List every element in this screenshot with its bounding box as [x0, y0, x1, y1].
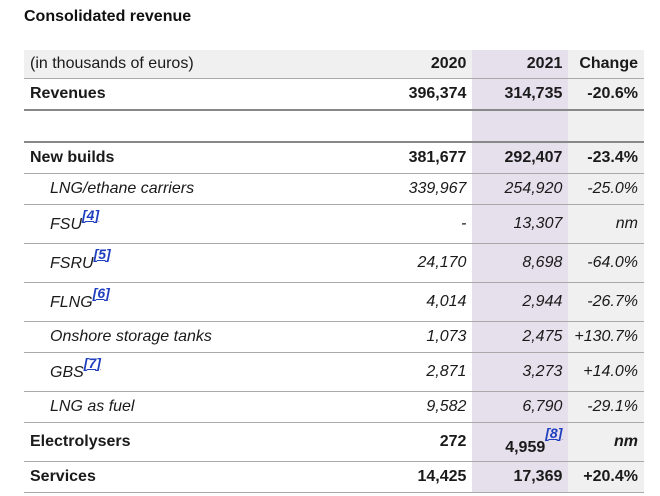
row-label: Revenues	[24, 78, 354, 111]
value-2020: 2,871	[353, 352, 473, 392]
table-row-flng: FLNG[6] 4,014 2,944 -26.7%	[24, 282, 644, 322]
row-label	[24, 110, 354, 143]
value-change: +14.0%	[568, 352, 644, 392]
table-row-fsu: FSU[4] - 13,307 nm	[24, 204, 644, 244]
row-label: Electrolysers	[24, 422, 354, 462]
value-2020: 24,170	[353, 243, 473, 283]
row-label: FLNG	[50, 293, 93, 311]
footnote-link[interactable]: [5]	[93, 245, 111, 262]
row-label: LNG/ethane carriers	[24, 173, 354, 205]
value-2020: 381,677	[353, 142, 473, 174]
row-label: FSU	[50, 215, 82, 233]
footnote-link[interactable]: [4]	[82, 206, 100, 223]
table-row-blank	[24, 110, 644, 143]
value-change: nm	[568, 422, 644, 462]
value-change: -23.4%	[568, 142, 644, 174]
row-label: LNG as fuel	[24, 391, 354, 423]
value-change: +130.7%	[568, 321, 644, 353]
value-2020	[353, 110, 473, 143]
value-2021	[472, 110, 569, 143]
table-row-services: Services 14,425 17,369 +20.4%	[24, 461, 644, 493]
value-2021: 8,698	[472, 243, 569, 283]
value-2020: -	[353, 204, 473, 244]
table-row-onshore-storage: Onshore storage tanks 1,073 2,475 +130.7…	[24, 321, 644, 353]
value-2021: 2,475	[472, 321, 569, 353]
value-2021: 6,790	[472, 391, 569, 423]
footnote-link[interactable]: [8]	[545, 424, 563, 441]
table-row-electrolysers: Electrolysers 272 4,959[8] nm	[24, 422, 644, 462]
row-label-cell: FSU[4]	[24, 204, 354, 244]
row-label: New builds	[24, 142, 354, 174]
value-2021: 3,273	[472, 352, 569, 392]
header-units: (in thousands of euros)	[24, 50, 354, 79]
value-change: nm	[568, 204, 644, 244]
page-title: Consolidated revenue	[24, 8, 192, 25]
value-2020: 14,425	[353, 461, 473, 493]
value-2020: 1,073	[353, 321, 473, 353]
value-2021: 4,959	[505, 438, 546, 456]
value-change: -64.0%	[568, 243, 644, 283]
table-row-gbs: GBS[7] 2,871 3,273 +14.0%	[24, 352, 644, 392]
value-change	[568, 110, 644, 143]
header-change: Change	[568, 50, 644, 79]
value-2020: 272	[353, 422, 473, 462]
header-2020: 2020	[353, 50, 473, 79]
value-2021: 254,920	[472, 173, 569, 205]
value-2020: 339,967	[353, 173, 473, 205]
table-row-fsru: FSRU[5] 24,170 8,698 -64.0%	[24, 243, 644, 283]
value-change: -25.0%	[568, 173, 644, 205]
row-label-cell: FLNG[6]	[24, 282, 354, 322]
table-row-lng-ethane: LNG/ethane carriers 339,967 254,920 -25.…	[24, 173, 644, 205]
table-row-lng-fuel: LNG as fuel 9,582 6,790 -29.1%	[24, 391, 644, 423]
value-change: -26.7%	[568, 282, 644, 322]
value-2021-cell: 4,959[8]	[472, 422, 569, 462]
value-2021: 292,407	[472, 142, 569, 174]
value-2020: 396,374	[353, 78, 473, 111]
revenue-table: (in thousands of euros) 2020 2021 Change…	[24, 50, 644, 493]
row-label: Services	[24, 461, 354, 493]
value-2021: 314,735	[472, 78, 569, 111]
value-2021: 13,307	[472, 204, 569, 244]
value-2021: 2,944	[472, 282, 569, 322]
footnote-link[interactable]: [6]	[92, 284, 110, 301]
table-row-new-builds: New builds 381,677 292,407 -23.4%	[24, 142, 644, 174]
header-2021: 2021	[472, 50, 569, 79]
row-label: GBS	[50, 363, 84, 381]
value-2020: 4,014	[353, 282, 473, 322]
table-row-revenues: Revenues 396,374 314,735 -20.6%	[24, 78, 644, 111]
change-text: nm	[614, 433, 638, 450]
row-label-cell: FSRU[5]	[24, 243, 354, 283]
row-label: Onshore storage tanks	[24, 321, 354, 353]
row-label-cell: GBS[7]	[24, 352, 354, 392]
value-change: +20.4%	[568, 461, 644, 493]
value-change: -20.6%	[568, 78, 644, 111]
footnote-link[interactable]: [7]	[83, 354, 101, 371]
value-2021: 17,369	[472, 461, 569, 493]
value-2020: 9,582	[353, 391, 473, 423]
row-label: FSRU	[50, 254, 94, 272]
table-header-row: (in thousands of euros) 2020 2021 Change	[24, 50, 644, 79]
value-change: -29.1%	[568, 391, 644, 423]
